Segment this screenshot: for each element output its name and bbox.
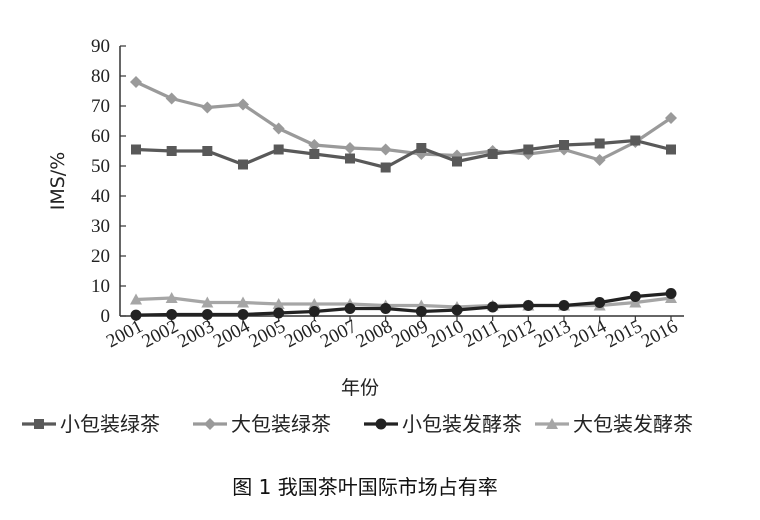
y-tick-label: 10 bbox=[91, 276, 110, 297]
data-point bbox=[308, 139, 321, 151]
data-point bbox=[344, 303, 356, 314]
y-axis-title: IMS/% bbox=[47, 152, 69, 211]
data-point bbox=[237, 309, 249, 320]
data-point bbox=[165, 92, 178, 105]
data-point bbox=[523, 144, 534, 155]
x-axis-title: 年份 bbox=[341, 377, 379, 399]
data-point bbox=[487, 301, 499, 313]
data-point bbox=[308, 298, 321, 309]
data-point bbox=[308, 306, 320, 317]
x-ticks: 2001200220032004200520062007200820092010… bbox=[103, 316, 681, 353]
data-point bbox=[201, 309, 213, 320]
legend-item: 大包装发酵茶 bbox=[535, 412, 693, 436]
data-point bbox=[559, 140, 569, 150]
data-point bbox=[309, 149, 320, 159]
data-point bbox=[416, 143, 427, 153]
series-3 bbox=[130, 288, 677, 321]
data-point bbox=[522, 300, 534, 311]
y-tick-label: 60 bbox=[91, 126, 110, 147]
legend-marker bbox=[375, 418, 387, 430]
legend-marker bbox=[204, 418, 216, 430]
legend-item: 小包装发酵茶 bbox=[364, 412, 522, 436]
y-tick-label: 70 bbox=[91, 96, 110, 117]
data-point bbox=[665, 112, 677, 124]
legend-label: 小包装绿茶 bbox=[60, 412, 160, 436]
data-point bbox=[273, 144, 284, 155]
data-point bbox=[202, 146, 213, 156]
data-point bbox=[665, 288, 677, 299]
data-point bbox=[666, 144, 676, 155]
legend: 小包装绿茶 大包装绿茶 小包装发酵茶 大包装发酵茶 bbox=[22, 412, 693, 436]
data-point bbox=[415, 306, 427, 317]
legend-item: 小包装绿茶 bbox=[22, 412, 160, 436]
data-point bbox=[344, 142, 356, 154]
legend-label: 大包装绿茶 bbox=[231, 412, 331, 436]
y-tick-label: 50 bbox=[91, 156, 110, 177]
data-point bbox=[238, 159, 248, 170]
y-tick-label: 90 bbox=[91, 36, 110, 57]
data-point bbox=[558, 300, 570, 311]
data-point bbox=[130, 76, 142, 88]
data-point bbox=[272, 298, 285, 309]
legend-label: 大包装发酵茶 bbox=[573, 412, 693, 436]
series-line bbox=[135, 291, 672, 317]
legend-label: 小包装发酵茶 bbox=[402, 412, 522, 436]
y-tick-label: 30 bbox=[91, 216, 110, 237]
y-tick-label: 80 bbox=[91, 66, 110, 87]
data-point bbox=[131, 144, 141, 155]
data-point bbox=[379, 143, 392, 156]
y-ticks: 0 10 20 30 40 50 60 70 80 90 bbox=[91, 36, 126, 327]
data-point bbox=[345, 153, 355, 164]
data-point bbox=[593, 154, 606, 166]
series-line bbox=[135, 80, 672, 162]
data-point bbox=[594, 297, 606, 308]
data-point bbox=[130, 309, 142, 321]
data-point bbox=[237, 98, 249, 111]
data-point bbox=[272, 122, 285, 135]
legend-marker bbox=[546, 418, 558, 429]
legend-item: 大包装绿茶 bbox=[193, 412, 331, 436]
data-point bbox=[237, 296, 249, 308]
y-tick-label: 40 bbox=[91, 186, 110, 207]
y-tick-label: 20 bbox=[91, 246, 110, 267]
data-point bbox=[630, 135, 641, 146]
data-point bbox=[166, 146, 177, 156]
data-point bbox=[273, 307, 285, 319]
data-point bbox=[201, 296, 214, 308]
series-layer bbox=[130, 76, 677, 321]
y-tick-label: 0 bbox=[101, 306, 111, 327]
data-point bbox=[380, 303, 392, 314]
data-point bbox=[166, 309, 178, 320]
axes: 0 10 20 30 40 50 60 70 80 90 20012002200320042005… bbox=[91, 36, 684, 352]
series-line bbox=[135, 138, 672, 170]
x-tick-label: 2016 bbox=[638, 316, 681, 352]
figure-caption: 图 1 我国茶叶国际市场占有率 bbox=[232, 475, 497, 499]
data-point bbox=[201, 101, 214, 114]
data-point bbox=[130, 293, 142, 305]
data-point bbox=[452, 156, 462, 167]
data-point bbox=[380, 162, 391, 173]
data-point bbox=[629, 291, 641, 302]
data-point bbox=[594, 138, 605, 149]
data-point bbox=[451, 304, 463, 316]
series-1 bbox=[131, 135, 676, 173]
data-point bbox=[165, 292, 178, 303]
data-point bbox=[487, 149, 498, 159]
legend-marker bbox=[34, 419, 44, 429]
